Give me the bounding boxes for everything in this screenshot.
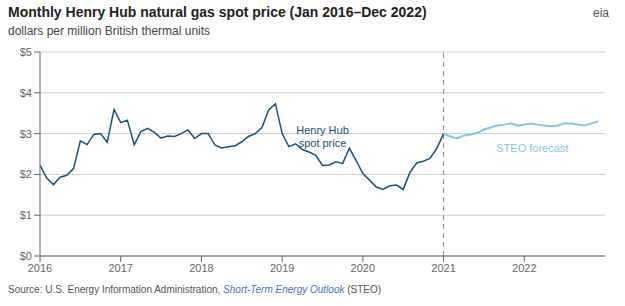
svg-text:$2: $2 [20,168,32,180]
svg-text:Henry Hubspot price: Henry Hubspot price [296,124,349,149]
svg-text:2018: 2018 [189,262,213,274]
svg-text:$4: $4 [20,87,32,99]
svg-text:2022: 2022 [512,262,536,274]
svg-text:$5: $5 [20,46,32,58]
svg-text:$0: $0 [20,250,32,262]
html-text:eia: eia [593,6,609,20]
html-text:dollars per million British th: dollars per million British thermal unit… [8,24,211,38]
html-text:Source: U.S. Energy Informatio: Source: U.S. Energy Information Administ… [8,284,382,295]
svg-text:$1: $1 [20,209,32,221]
svg-text:2017: 2017 [108,262,132,274]
svg-text:$3: $3 [20,128,32,140]
svg-text:2021: 2021 [431,262,455,274]
svg-text:2019: 2019 [270,262,294,274]
svg-text:2016: 2016 [28,262,52,274]
html-text:Monthly Henry Hub natural gas: Monthly Henry Hub natural gas spot price… [8,4,427,20]
svg-text:STEO forecast: STEO forecast [496,142,568,154]
svg-text:2020: 2020 [351,262,375,274]
